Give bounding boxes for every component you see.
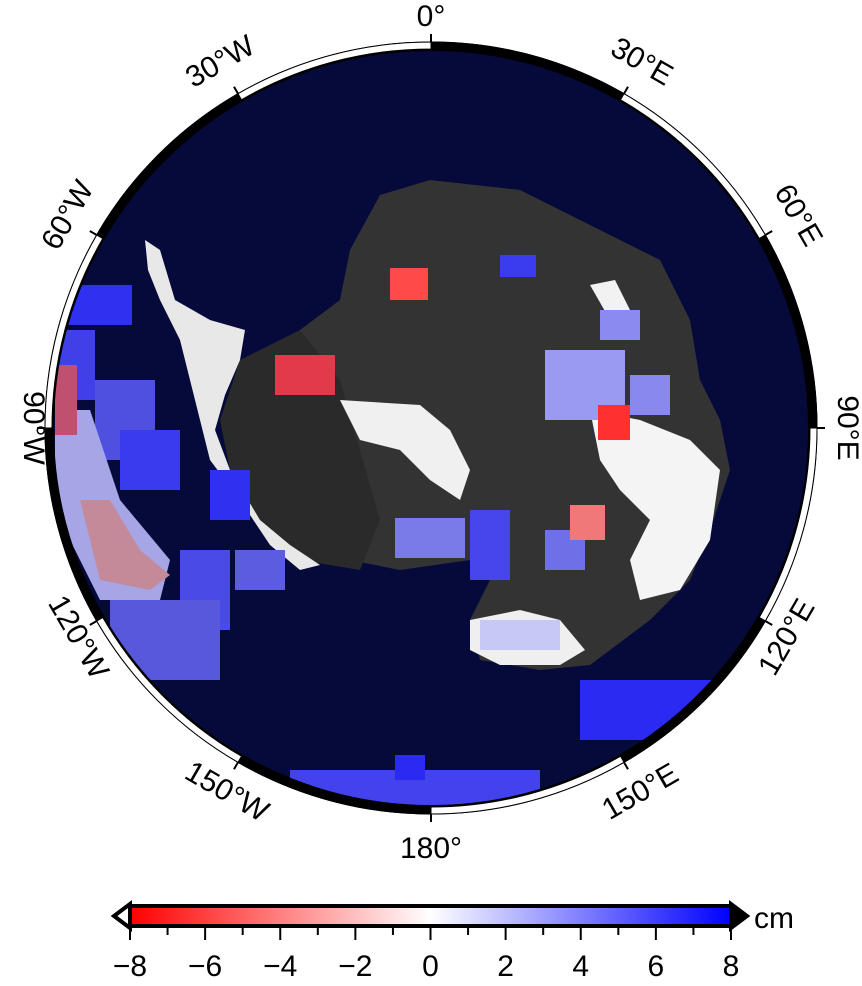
colorbar-unit: cm <box>754 902 794 935</box>
colorbar-tick-label: 8 <box>723 950 740 983</box>
band-west-inner <box>80 500 170 590</box>
label-30w: 30°W <box>180 29 261 95</box>
colorbar: cm −8 −6 −4 −2 0 2 4 6 8 <box>110 900 794 983</box>
grid-cells-negative <box>55 268 630 540</box>
colorbar-tick-label: 0 <box>422 950 439 983</box>
label-90w: 90°W <box>17 391 50 465</box>
frame-tick <box>623 86 629 95</box>
colorbar-tick-label: −4 <box>263 950 297 983</box>
colorbar-under-triangle <box>110 900 132 932</box>
colorbar-tick-label: 2 <box>497 950 514 983</box>
frame-tick <box>233 761 239 770</box>
colorbar-ticks: −8 −6 −4 −2 0 2 4 6 8 <box>113 928 739 983</box>
frame-tick <box>623 761 629 770</box>
colorbar-tick-label: −2 <box>338 950 372 983</box>
antarctica-map: 0° 30°E 60°E 90°E 120°E 150°E 180° 150°W… <box>17 0 862 865</box>
frame-ticks <box>37 34 825 822</box>
label-90e: 90°E <box>831 395 862 460</box>
frame-tick <box>764 620 773 626</box>
colorbar-gradient <box>128 904 733 928</box>
label-60w: 60°W <box>35 175 101 256</box>
frame-tick <box>89 620 98 626</box>
colorbar-over-triangle <box>729 900 751 932</box>
colorbar-tick-label: 4 <box>572 950 589 983</box>
continent-west-antarctica <box>220 330 380 570</box>
colorbar-tick-label: −6 <box>188 950 222 983</box>
colorbar-tick-label: 6 <box>648 950 665 983</box>
label-0: 0° <box>417 0 446 33</box>
frame-tick <box>764 230 773 236</box>
label-180: 180° <box>400 832 462 865</box>
frame-segments <box>44 41 818 815</box>
colorbar-tick-label: −8 <box>113 950 147 983</box>
label-30e: 30°E <box>605 31 678 92</box>
ice-shelf-peninsula <box>145 240 320 570</box>
label-60e: 60°E <box>768 179 829 252</box>
frame-tick <box>89 230 98 236</box>
frame-tick <box>233 86 239 95</box>
frame-ring <box>52 49 810 807</box>
ice-shelf-ross <box>340 400 470 500</box>
ice-shelf-east <box>590 410 720 600</box>
